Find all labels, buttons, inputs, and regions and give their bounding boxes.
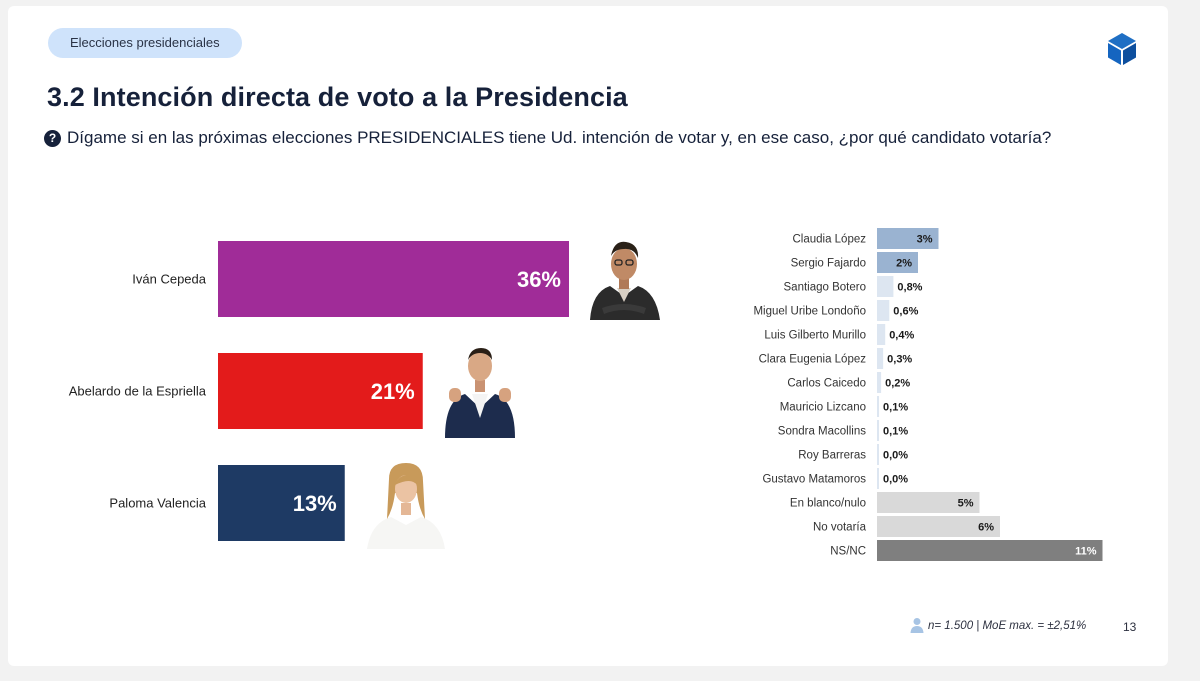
other-bar-category-label: Santiago Botero: [784, 282, 866, 294]
cube-logo-icon: [1108, 33, 1136, 65]
main-bar-value-label: 36%: [517, 267, 561, 292]
other-bar-value-label: 5%: [958, 498, 974, 510]
other-bar: [877, 468, 879, 489]
other-bar-category-label: Carlos Caicedo: [787, 378, 866, 390]
question-text: Dígame si en las próximas elecciones PRE…: [67, 128, 1052, 147]
main-bar-value-label: 21%: [371, 379, 415, 404]
sample-note: n= 1.500 | MoE max. = ±2,51%: [928, 620, 1087, 632]
other-bar: [877, 420, 880, 441]
main-bar: [218, 353, 423, 429]
section-pill[interactable]: Elecciones presidenciales: [48, 28, 242, 58]
other-bar-value-label: 0,1%: [883, 426, 908, 438]
other-bar-category-label: En blanco/nulo: [790, 498, 866, 510]
main-bar-value-label: 13%: [293, 491, 337, 516]
other-bar: [877, 228, 939, 249]
other-bar: [877, 444, 879, 465]
other-bar-category-label: Mauricio Lizcano: [780, 402, 866, 414]
other-bar: [877, 300, 890, 321]
other-bar: [877, 492, 980, 513]
other-bar-category-label: Sergio Fajardo: [791, 258, 866, 270]
other-bar-value-label: 3%: [917, 234, 933, 246]
other-bar-category-label: Gustavo Matamoros: [762, 474, 866, 486]
other-bar-category-label: Clara Eugenia López: [759, 354, 867, 366]
other-bar-value-label: 6%: [978, 522, 994, 534]
other-bar-category-label: No votaría: [813, 522, 867, 534]
other-bar-category-label: Sondra Macollins: [778, 426, 866, 438]
page-title: 3.2 Intención directa de voto a la Presi…: [47, 82, 628, 112]
other-bar: [877, 252, 918, 273]
person-icon: [910, 618, 924, 633]
other-bar-value-label: 0,6%: [893, 306, 918, 318]
main-bar-category-label: Iván Cepeda: [132, 272, 206, 287]
candidate-photo-1: [584, 236, 664, 320]
other-bar-category-label: Miguel Uribe Londoño: [753, 306, 866, 318]
other-bar-category-label: Claudia López: [792, 234, 866, 246]
main-bar-category-label: Abelardo de la Espriella: [69, 384, 207, 399]
other-bar: [877, 396, 880, 417]
other-bar-value-label: 0,2%: [885, 378, 910, 390]
question-circle-icon: ?: [44, 130, 61, 147]
other-bar: [877, 348, 884, 369]
other-bar-value-label: 0,8%: [897, 282, 922, 294]
other-bar-value-label: 11%: [1075, 546, 1097, 558]
other-bar-value-label: 2%: [896, 258, 912, 270]
main-bar-category-label: Paloma Valencia: [109, 496, 206, 511]
candidate-photo-2: [441, 338, 519, 438]
candidate-photo-3: [361, 459, 451, 549]
other-bar-category-label: Luis Gilberto Murillo: [764, 330, 866, 342]
main-bar: [218, 465, 345, 541]
main-bar: [218, 241, 569, 317]
other-bar: [877, 276, 894, 297]
other-bar-value-label: 0,1%: [883, 402, 908, 414]
other-bar-category-label: Roy Barreras: [798, 450, 866, 462]
other-bar-category-label: NS/NC: [830, 546, 866, 558]
other-bar: [877, 324, 886, 345]
other-bar: [877, 540, 1103, 561]
other-bar: [877, 372, 882, 393]
other-bar-value-label: 0,3%: [887, 354, 912, 366]
other-bar: [877, 516, 1000, 537]
other-bar-value-label: 0,4%: [889, 330, 914, 342]
other-bar-value-label: 0,0%: [883, 474, 908, 486]
page-number: 13: [1123, 620, 1137, 634]
other-bar-value-label: 0,0%: [883, 450, 908, 462]
